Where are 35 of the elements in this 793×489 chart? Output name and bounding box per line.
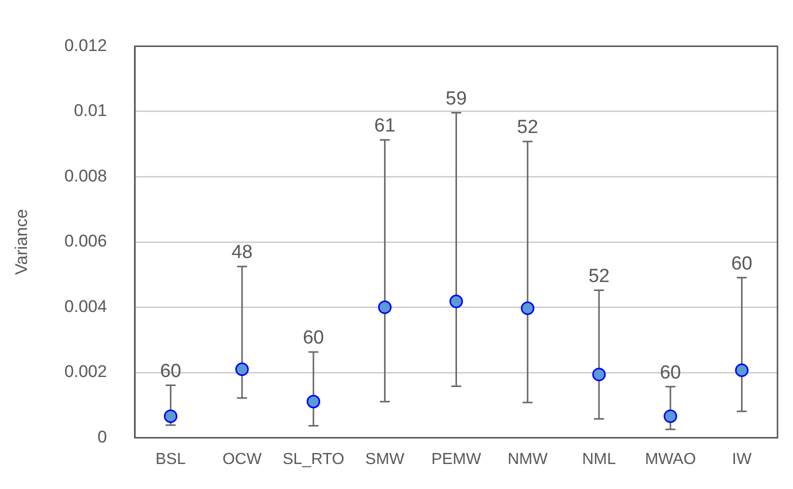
y-axis-title: Variance <box>12 209 31 275</box>
point <box>235 362 249 376</box>
point <box>520 301 534 315</box>
point <box>164 410 178 424</box>
annotation: 61 <box>374 116 396 137</box>
annotation: 60 <box>731 253 752 274</box>
annotation: 60 <box>302 328 324 349</box>
y-tick-label: 0 <box>97 427 107 446</box>
y-tick-label: 0.006 <box>64 232 107 251</box>
x-tick-label: IW <box>732 450 752 468</box>
annotation: 48 <box>231 242 253 264</box>
annotation: 60 <box>660 362 681 384</box>
annotation: 60 <box>160 360 182 382</box>
point <box>735 364 749 377</box>
annotation: 52 <box>588 266 610 288</box>
x-tick-label: BSL <box>156 450 186 468</box>
point <box>378 300 392 314</box>
x-tick-label: MWAO <box>644 450 696 468</box>
x-tick-label: PEMW <box>431 450 482 468</box>
annotation: 59 <box>446 88 467 110</box>
point <box>664 410 678 424</box>
x-tick-label: OCW <box>222 450 262 468</box>
point <box>592 368 606 382</box>
x-tick-label: NMW <box>508 450 549 468</box>
y-tick-label: 0.004 <box>64 296 107 316</box>
y-tick-label: 0.012 <box>64 36 107 55</box>
x-tick-label: SL_RTO <box>282 450 344 468</box>
y-tick-label: 0.008 <box>64 166 107 186</box>
point <box>306 394 320 408</box>
point <box>449 294 463 308</box>
annotation: 52 <box>517 117 538 138</box>
y-tick-label: 0.002 <box>64 362 107 382</box>
x-tick-label: SMW <box>365 450 406 468</box>
x-tick-label: NML <box>582 450 616 468</box>
y-tick-label: 0.01 <box>74 101 107 120</box>
